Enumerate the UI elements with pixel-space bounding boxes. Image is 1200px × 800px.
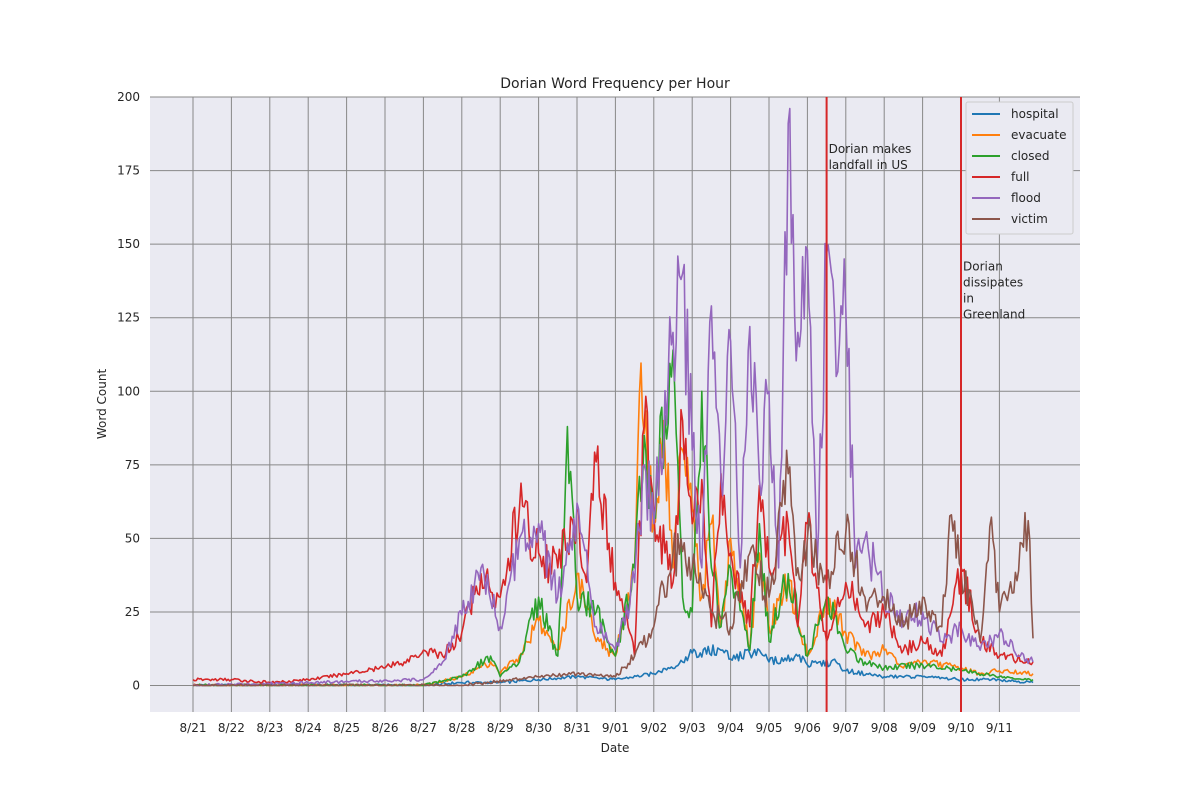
annotations: Dorian makes landfall in US Dorian dissipat… (825, 97, 1025, 712)
y-tick-label: 25 (125, 605, 140, 619)
legend-label-flood: flood (1011, 191, 1041, 205)
x-tick-label: 8/27 (410, 721, 437, 735)
x-tick-label: 8/31 (564, 721, 591, 735)
annotation-text: Greenland (963, 308, 1025, 322)
annotation-text: in (963, 292, 974, 306)
legend-label-hospital: hospital (1011, 107, 1059, 121)
x-tick-label: 8/30 (525, 721, 552, 735)
y-tick-labels: 0 25 50 75 100 125 150 175 200 (117, 90, 140, 693)
annotation-text: Dorian (963, 260, 1003, 274)
x-tick-label: 9/11 (986, 721, 1013, 735)
x-tick-label: 9/03 (679, 721, 706, 735)
x-tick-label: 8/22 (218, 721, 245, 735)
legend: hospital evacuate closed full flood victim (965, 101, 1074, 235)
x-tick-label: 9/04 (717, 721, 744, 735)
x-tick-label: 9/05 (756, 721, 783, 735)
x-axis-label: Date (601, 741, 630, 755)
x-tick-label: 9/01 (602, 721, 629, 735)
x-tick-label: 9/09 (909, 721, 936, 735)
y-tick-label: 50 (125, 531, 140, 545)
y-tick-label: 150 (117, 237, 140, 251)
y-tick-label: 125 (117, 311, 140, 325)
x-tick-label: 8/23 (256, 721, 283, 735)
legend-label-closed: closed (1011, 149, 1050, 163)
series-line-victim (193, 449, 1034, 687)
y-tick-label: 0 (132, 679, 140, 693)
annotation-text: dissipates (963, 276, 1023, 290)
x-tick-labels: 8/21 8/22 8/23 8/24 8/25 8/26 8/27 8/28 8/29 8/30… (180, 721, 1013, 735)
x-tick-label: 8/26 (372, 721, 399, 735)
x-tick-label: 9/07 (832, 721, 859, 735)
x-tick-label: 8/29 (487, 721, 514, 735)
legend-label-evacuate: evacuate (1011, 128, 1066, 142)
series-lines (192, 107, 1034, 687)
x-tick-label: 8/28 (448, 721, 475, 735)
y-axis-label: Word Count (95, 369, 109, 440)
y-tick-label: 200 (117, 90, 140, 104)
x-tick-label: 9/06 (794, 721, 821, 735)
x-tick-label: 8/21 (180, 721, 207, 735)
chart-title: Dorian Word Frequency per Hour (500, 76, 730, 92)
x-tick-label: 9/08 (871, 721, 898, 735)
legend-label-victim: victim (1011, 212, 1048, 226)
x-tick-label: 8/25 (333, 721, 360, 735)
x-tick-label: 8/24 (295, 721, 322, 735)
legend-label-full: full (1011, 170, 1030, 184)
annotation-text: Dorian makes (829, 142, 912, 156)
y-tick-label: 75 (125, 458, 140, 472)
x-tick-label: 9/02 (640, 721, 667, 735)
y-tick-label: 100 (117, 384, 140, 398)
series-line-full (192, 395, 1034, 684)
y-tick-label: 175 (117, 164, 140, 178)
annotation-text: landfall in US (829, 158, 908, 172)
x-tick-label: 9/10 (948, 721, 975, 735)
